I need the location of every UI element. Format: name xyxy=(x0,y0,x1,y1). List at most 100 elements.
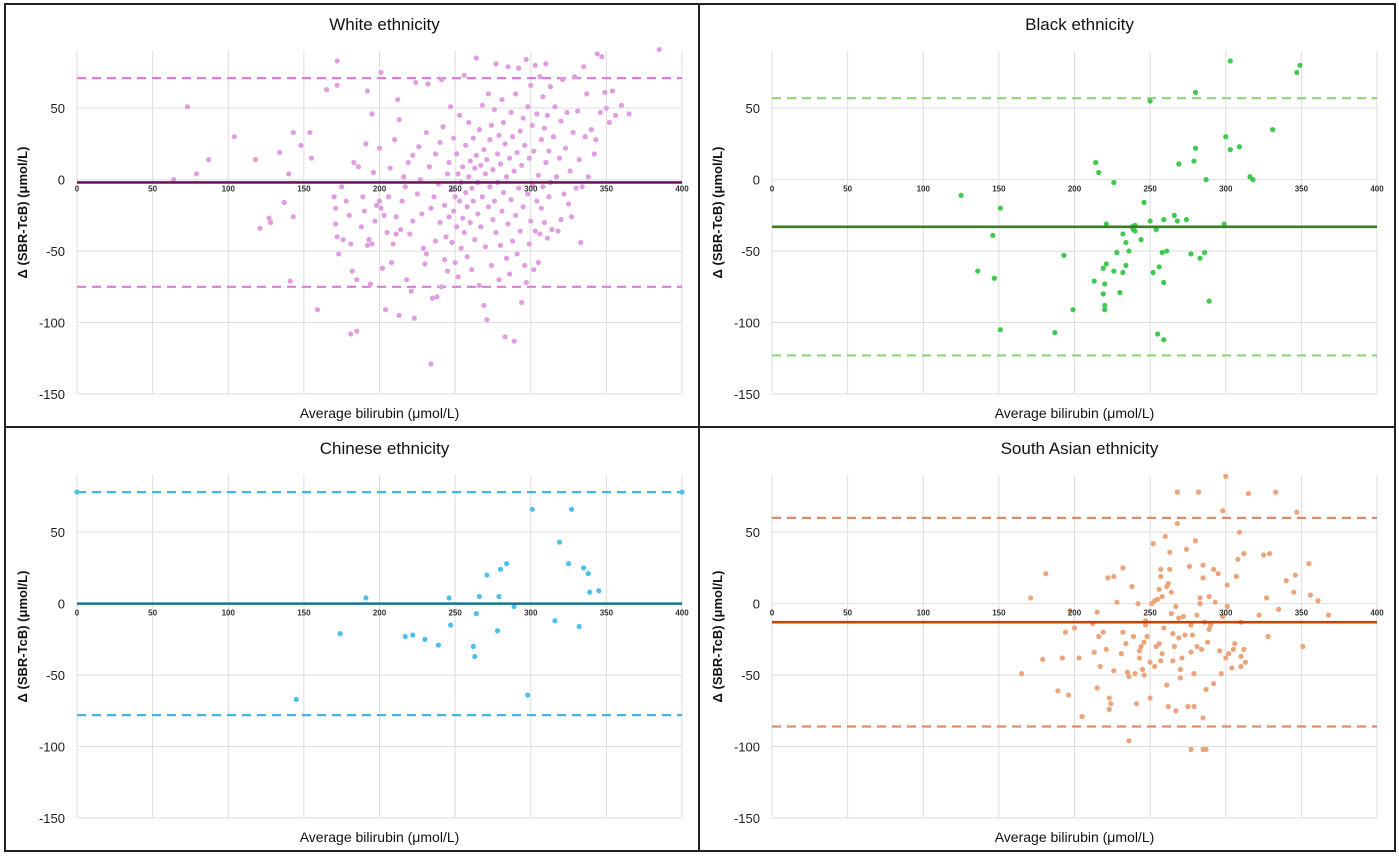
data-point xyxy=(568,506,575,512)
data-point xyxy=(496,593,502,600)
data-point xyxy=(339,184,345,190)
x-tick-label: 150 xyxy=(992,185,1006,194)
data-point xyxy=(1197,595,1203,601)
data-point xyxy=(1194,643,1200,650)
data-point xyxy=(1200,562,1206,568)
x-tick-label: 200 xyxy=(1068,185,1082,194)
data-point xyxy=(443,234,449,240)
data-point xyxy=(1300,643,1306,650)
x-tick-label: 350 xyxy=(1295,185,1309,194)
y-tick-label: 0 xyxy=(58,173,65,188)
data-point xyxy=(496,277,502,283)
data-point xyxy=(1065,692,1072,698)
data-point xyxy=(1232,641,1238,647)
data-point xyxy=(390,241,396,247)
data-point xyxy=(314,307,321,313)
data-point xyxy=(1165,703,1171,710)
data-point xyxy=(1235,556,1241,562)
y-axis-label: Δ (SBR-TcB) (μmol/L) xyxy=(15,147,30,279)
y-axis-label: Δ (SBR-TcB) (μmol/L) xyxy=(710,147,725,279)
data-point xyxy=(1165,581,1171,587)
data-point xyxy=(1276,606,1282,612)
data-point xyxy=(410,152,416,158)
data-point xyxy=(413,79,419,86)
data-point xyxy=(1159,593,1165,600)
panel-white: White ethnicity 50 0 -50 -100 -150 0 50 100 150 20… xyxy=(5,4,699,427)
data-point xyxy=(564,109,570,116)
data-point xyxy=(543,61,549,67)
x-axis-label: Average bilirubin (μmol/L) xyxy=(995,405,1155,421)
data-point xyxy=(1230,646,1236,652)
data-point xyxy=(546,148,552,154)
data-point xyxy=(514,251,520,257)
data-point xyxy=(366,237,372,243)
x-tick-label: 100 xyxy=(222,185,236,194)
data-point xyxy=(544,235,550,241)
data-point xyxy=(405,159,411,166)
data-point xyxy=(997,205,1003,211)
y-tick-label: -150 xyxy=(734,811,760,826)
data-point xyxy=(387,165,393,171)
x-tick-label: 350 xyxy=(600,185,614,194)
data-point xyxy=(513,91,519,97)
data-point xyxy=(1138,237,1144,243)
data-point xyxy=(438,284,445,290)
data-point xyxy=(1158,658,1164,664)
data-point xyxy=(503,561,510,567)
data-point xyxy=(1139,666,1146,672)
data-point xyxy=(461,72,467,78)
data-point xyxy=(1223,655,1229,661)
data-point xyxy=(444,268,451,274)
y-tick-label: -50 xyxy=(741,668,760,683)
data-point xyxy=(441,257,448,263)
x-tick-label: 0 xyxy=(75,185,80,194)
data-point xyxy=(567,168,573,174)
data-point xyxy=(428,361,434,367)
x-tick-label: 350 xyxy=(600,609,614,618)
data-point xyxy=(562,145,569,151)
data-point xyxy=(290,129,296,136)
data-point xyxy=(381,212,387,218)
data-point xyxy=(555,228,561,234)
data-point xyxy=(1270,127,1276,133)
data-point xyxy=(1097,663,1103,670)
data-point xyxy=(1267,551,1273,557)
data-point xyxy=(503,174,510,180)
data-point xyxy=(538,137,544,143)
panel-south-asian: South Asian ethnicity 50 0 -50 -100 -150 0 50 10… xyxy=(700,428,1394,851)
data-point xyxy=(1227,58,1233,64)
data-point xyxy=(578,239,584,246)
data-point xyxy=(1188,746,1194,752)
data-point xyxy=(520,115,526,121)
data-point xyxy=(588,127,594,133)
data-point xyxy=(410,632,416,638)
data-point xyxy=(479,102,485,108)
data-point xyxy=(679,489,685,495)
data-point xyxy=(425,81,431,87)
data-point xyxy=(1307,592,1314,598)
data-point xyxy=(416,144,422,150)
x-tick-label: 300 xyxy=(1219,609,1233,618)
data-point xyxy=(581,64,587,70)
x-tick-label: 250 xyxy=(448,185,462,194)
data-point xyxy=(497,242,504,248)
data-point xyxy=(511,168,517,174)
data-point xyxy=(1192,538,1199,544)
data-point xyxy=(363,595,369,601)
data-point xyxy=(559,76,566,83)
data-point xyxy=(535,259,541,266)
chart-south-asian: South Asian ethnicity 50 0 -50 -100 -150 0 50 10… xyxy=(710,439,1384,845)
data-point xyxy=(1142,622,1149,628)
data-point xyxy=(171,177,177,183)
data-point xyxy=(534,111,540,117)
data-point xyxy=(1265,633,1271,640)
data-point xyxy=(526,241,532,247)
data-point xyxy=(1227,147,1233,153)
data-point xyxy=(1159,249,1165,256)
data-point xyxy=(434,294,440,300)
data-point xyxy=(484,572,490,578)
data-point xyxy=(454,151,460,157)
data-point xyxy=(528,82,534,88)
data-point xyxy=(1170,658,1176,664)
data-point xyxy=(1156,264,1162,270)
